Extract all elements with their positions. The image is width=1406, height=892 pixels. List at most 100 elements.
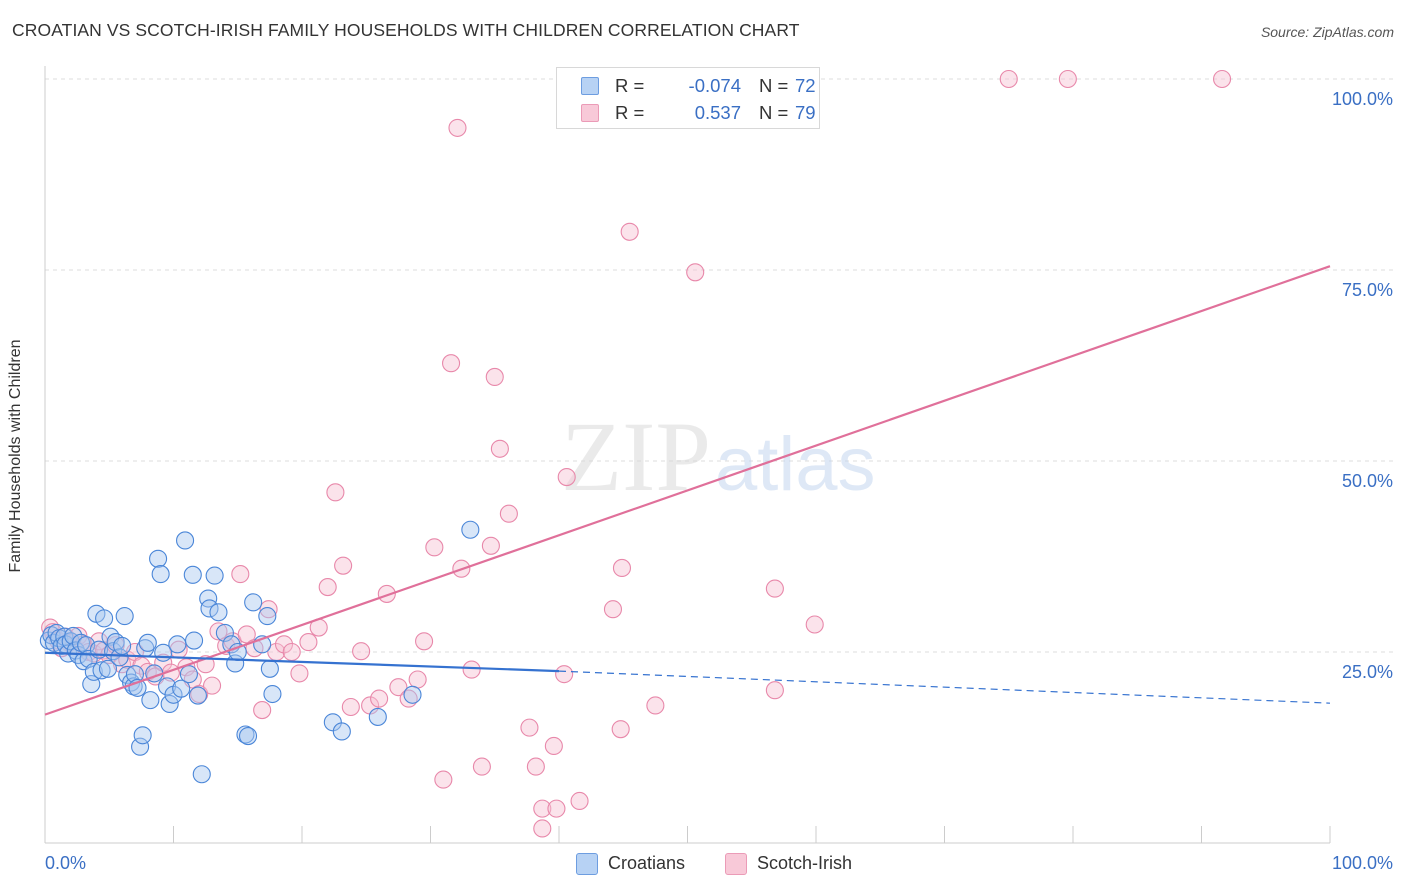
scotch-irish-point [570, 791, 589, 811]
croatians-point [149, 549, 168, 568]
legend-n-label: N = [759, 102, 789, 123]
legend-r-value: 0.537 [694, 102, 741, 123]
scotch-irish-point [415, 632, 434, 651]
watermark-zip: ZIP [561, 401, 711, 512]
croatians-point [185, 631, 204, 650]
croatians-point [368, 707, 387, 726]
scotch-irish-point [299, 633, 318, 652]
croatians-point [84, 662, 103, 681]
croatians-point [192, 765, 211, 784]
croatians-point [133, 726, 152, 745]
croatians-point [110, 648, 129, 667]
scotch-irish-point [282, 642, 301, 662]
scotch-irish-point [1058, 69, 1077, 89]
legend-n-value: 72 [795, 75, 816, 96]
scotch-irish-point [547, 799, 566, 818]
y-axis-label: Family Households with Children [7, 339, 24, 573]
croatians-point [98, 659, 118, 678]
scotch-irish-point [520, 718, 539, 737]
scotch-irish-point [765, 681, 784, 700]
scotch-irish-point [326, 483, 345, 502]
scotch-irish-point [462, 660, 481, 679]
croatians-point [183, 565, 202, 584]
legend-r-label: R = [615, 75, 645, 96]
croatians-point [260, 659, 279, 678]
scotch-irish-swatch [581, 104, 599, 122]
scotch-irish-point [557, 467, 576, 487]
scotch-irish-point [377, 584, 396, 603]
croatians-point [332, 722, 351, 741]
y-tick-label: 50.0% [1342, 471, 1393, 491]
scotch-irish-point [686, 263, 705, 282]
scotch-irish-point [408, 670, 427, 689]
croatians-point [168, 635, 187, 654]
scotch-irish-point [434, 770, 453, 789]
scotch-irish-point [209, 622, 228, 641]
scotch-irish-point [490, 439, 509, 458]
scotch-irish-point [555, 665, 574, 684]
chart-title: CROATIAN VS SCOTCH-IRISH FAMILY HOUSEHOL… [12, 20, 800, 40]
scotch-irish-point [499, 504, 518, 523]
scotch-irish-point [425, 538, 444, 557]
scotch-irish-point [259, 600, 278, 619]
scotch-irish-point [646, 696, 665, 715]
scotch-irish-point [805, 615, 824, 634]
scotch-irish-point [533, 799, 552, 818]
croatians-point [188, 686, 207, 705]
croatians-point [64, 626, 83, 646]
scotch-irish-point [448, 118, 467, 137]
watermark: ZIP atlas [561, 401, 876, 512]
croatians-point [172, 679, 191, 698]
scotch-irish-trend-line [44, 265, 1331, 716]
tick-labels: 25.0% 50.0% 75.0% 100.0% 0.0% 100.0% [45, 89, 1393, 873]
croatians-point [115, 607, 134, 626]
scotch-irish-point [370, 689, 389, 708]
croatians-point [151, 565, 170, 584]
scotch-irish-point [290, 664, 309, 683]
scotch-irish-point [1213, 69, 1232, 89]
scotch-irish-legend-label: Scotch-Irish [757, 853, 853, 873]
croatians-point [461, 520, 480, 539]
croatians-point [215, 623, 234, 642]
croatians-point [95, 609, 114, 628]
scotch-irish-point [603, 600, 623, 619]
scotch-irish-point [352, 642, 371, 661]
croatians-point [138, 633, 157, 652]
trend-lines [44, 265, 1331, 716]
croatians-point [176, 531, 195, 550]
croatians-point [258, 607, 277, 626]
legend-r-value: -0.074 [688, 75, 741, 96]
y-tick-label: 100.0% [1332, 89, 1393, 109]
croatians-point [160, 694, 179, 714]
correlation-legend: R = -0.074 N = 72 R = 0.537 N = 79 [556, 67, 820, 129]
scotch-irish-point [231, 565, 250, 584]
grid-layer [45, 78, 1393, 653]
croatians-point [200, 599, 219, 618]
croatians-trend-line [44, 651, 560, 673]
x-tick-label: 0.0% [45, 853, 86, 873]
scotch-irish-point [203, 676, 222, 695]
scotch-irish-point [533, 819, 552, 838]
legend-n-label: N = [759, 75, 789, 96]
x-tick-label: 100.0% [1332, 853, 1393, 873]
croatians-legend-label: Croatians [608, 853, 686, 873]
scotch-irish-point [389, 678, 408, 697]
croatians-point [199, 589, 218, 608]
croatians-point [263, 684, 282, 704]
source-label: Source: ZipAtlas.com [1260, 24, 1394, 40]
y-tick-label: 75.0% [1342, 280, 1393, 300]
scotch-irish-point [253, 701, 272, 720]
croatians-points [39, 520, 480, 784]
scotch-irish-point [526, 757, 545, 776]
croatians-point [179, 665, 198, 684]
scotch-irish-point [318, 578, 337, 597]
croatians-point [238, 726, 258, 746]
scotch-irish-point [334, 556, 353, 575]
croatians-point [205, 566, 224, 585]
legend-n-value: 79 [795, 102, 816, 123]
legend-r-label: R = [615, 102, 645, 123]
croatians-legend-swatch [576, 853, 598, 875]
croatians-point [92, 661, 111, 680]
croatians-point [141, 691, 160, 710]
scotch-irish-point [237, 625, 256, 644]
